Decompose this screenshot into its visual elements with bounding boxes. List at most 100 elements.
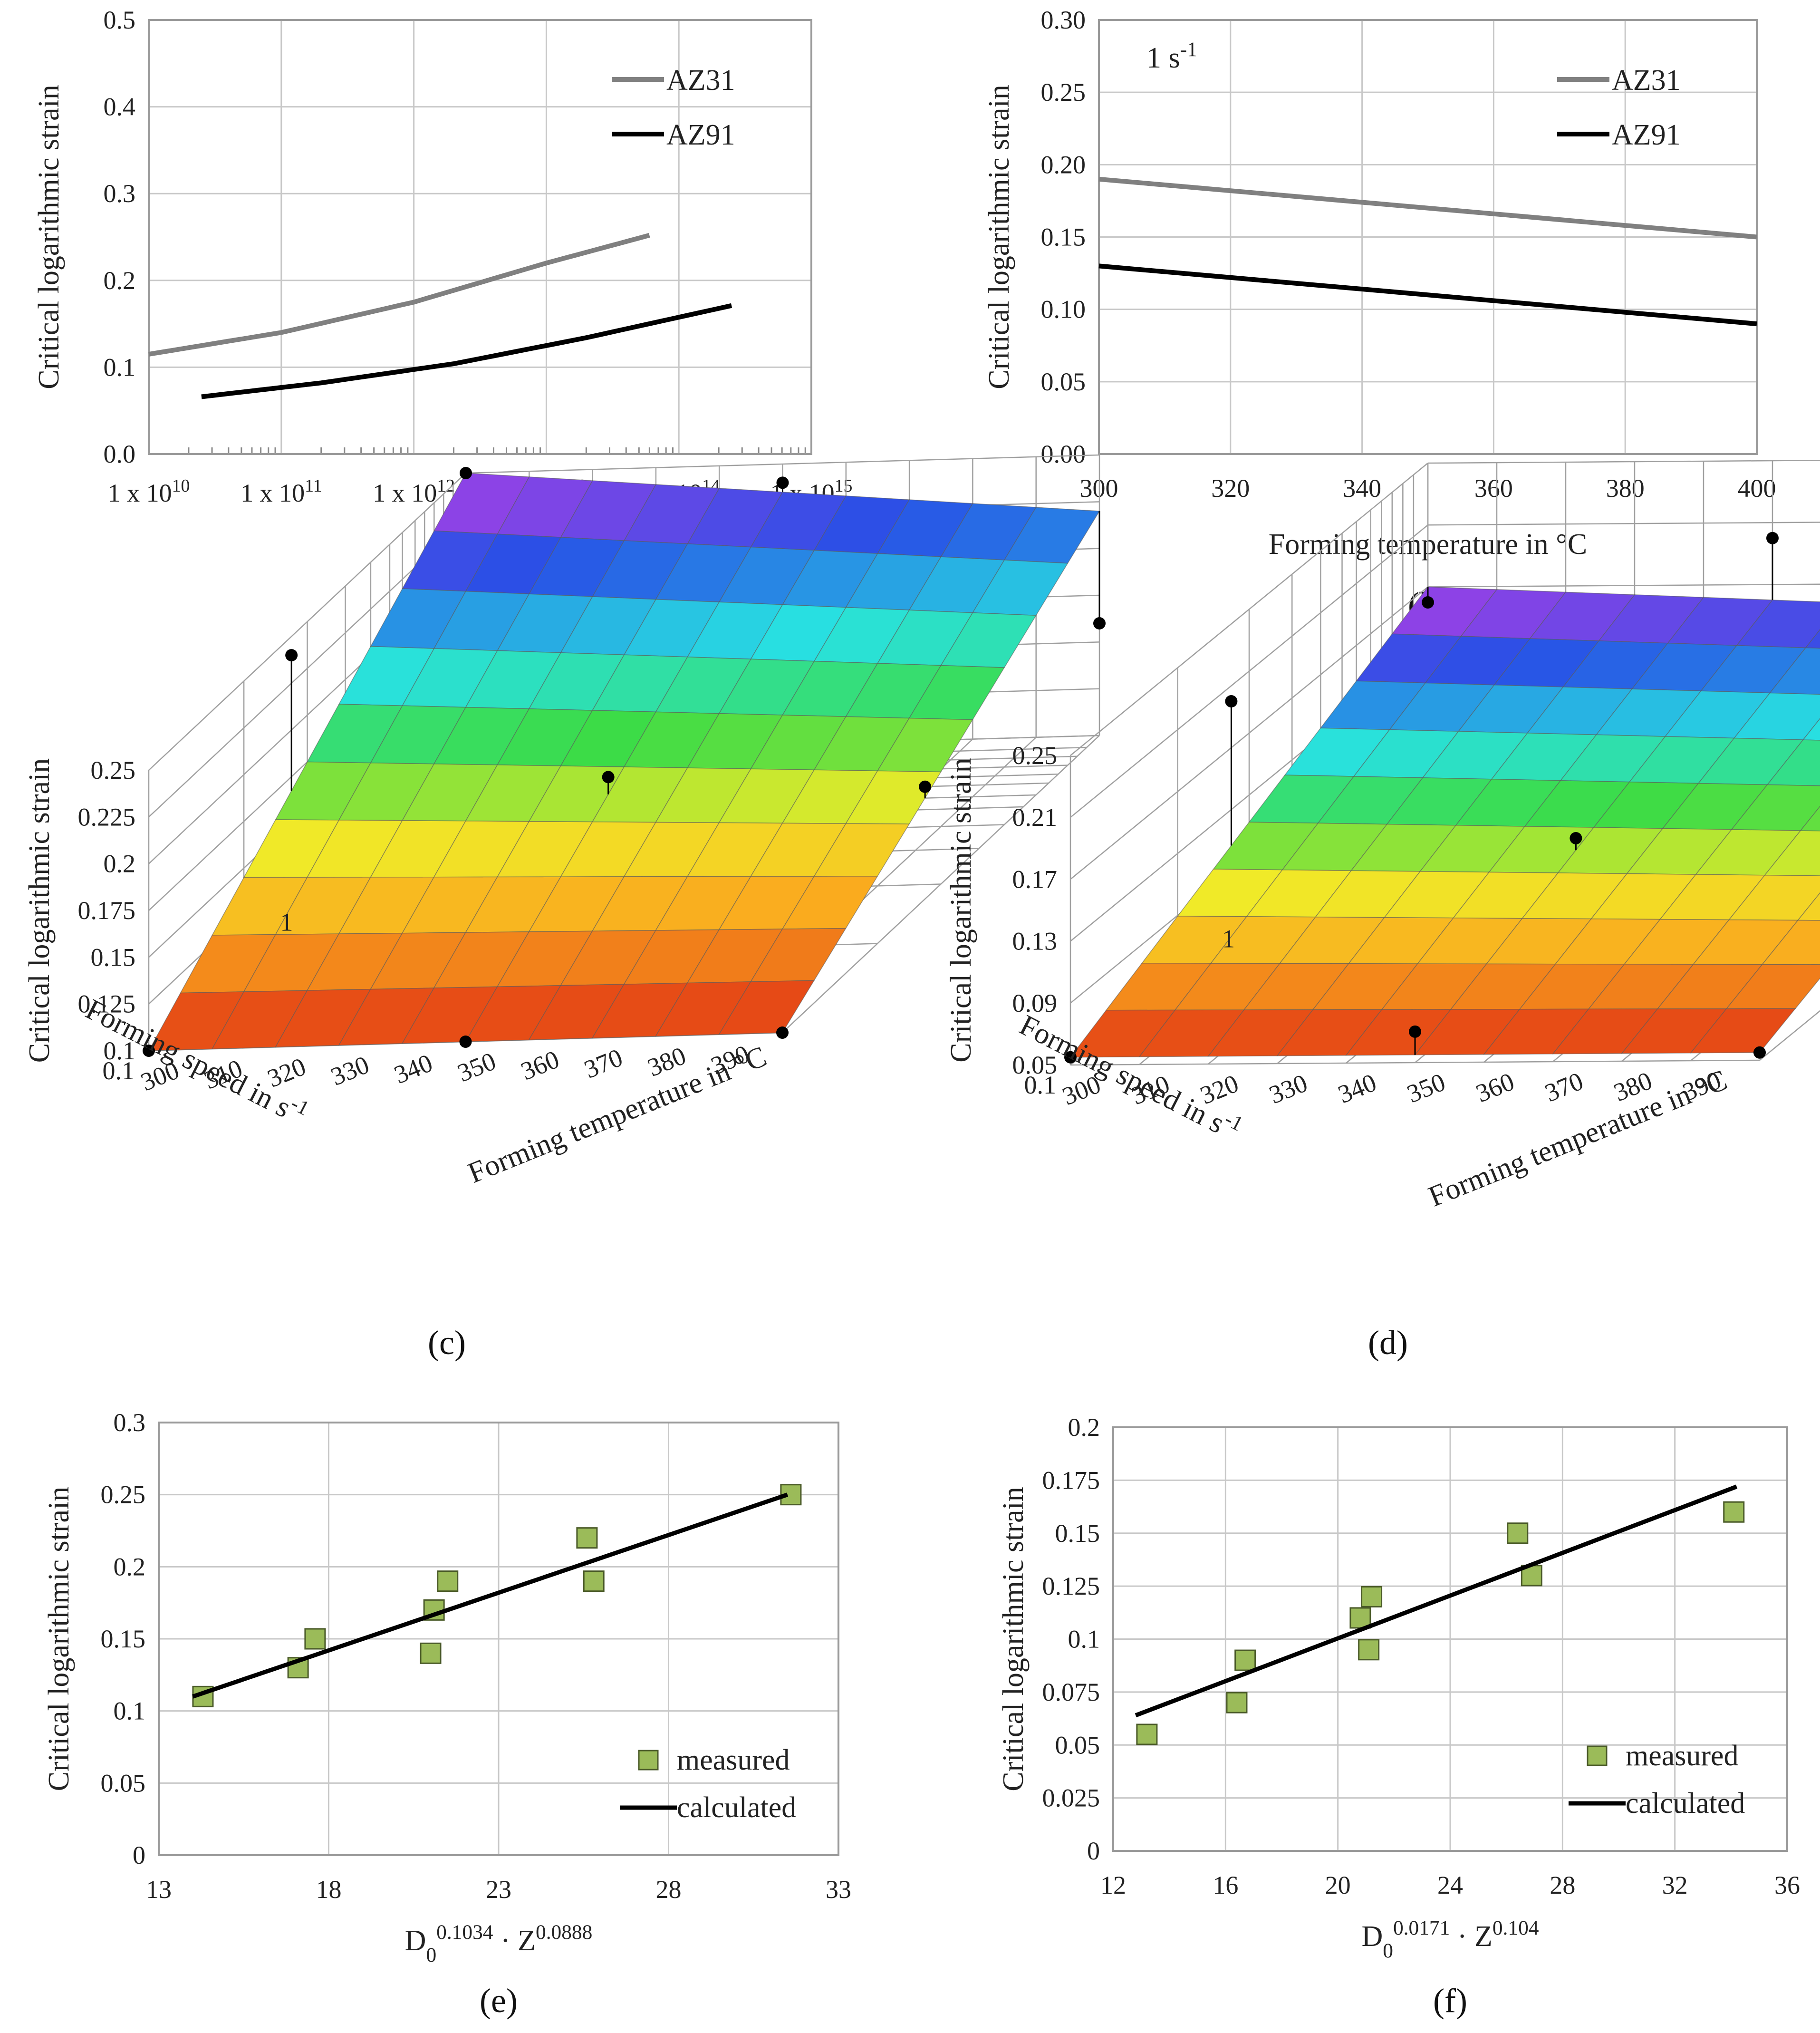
- y-tick-label: 0.1: [1068, 1625, 1100, 1654]
- data-point-measured: [1226, 1692, 1248, 1714]
- surface-cell: [718, 980, 815, 1035]
- x-tick-label: 360: [1474, 474, 1513, 503]
- y-tick-label: 0: [133, 1841, 145, 1869]
- y-tick-label: 0.075: [1042, 1678, 1100, 1706]
- speed-tick-label: 1: [1222, 925, 1235, 953]
- panel-label-e: (e): [480, 1982, 518, 2020]
- y-tick-label: 0.025: [1042, 1784, 1100, 1812]
- surface-cell: [1802, 718, 1820, 741]
- z-tick-label: 0.17: [1012, 865, 1058, 893]
- surface-cell: [1690, 1008, 1796, 1054]
- legend: measured calculated: [1569, 1740, 1745, 1820]
- x-tick-label: 1 x 1010: [108, 476, 190, 507]
- series-line-az91: [201, 303, 732, 399]
- z-tick-label: 0.2: [104, 850, 136, 878]
- x-tick-label: 12: [1100, 1871, 1126, 1899]
- y-tick-label: 0.175: [1042, 1466, 1100, 1494]
- series-line-az31: [1098, 176, 1757, 240]
- data-point-measured: [583, 1570, 605, 1592]
- data-point-measured: [576, 1527, 598, 1549]
- annotation-text: 1 s-1: [1146, 38, 1197, 74]
- plot-frame: [158, 1422, 839, 1856]
- panel-label-d: (d): [1368, 1324, 1408, 1362]
- data-point-measured: [304, 1628, 326, 1650]
- legend: AZ31 AZ91: [1557, 64, 1681, 151]
- data-point: [1093, 617, 1106, 629]
- legend-label-az31: AZ31: [1612, 64, 1681, 97]
- x-tick-label: 23: [486, 1875, 511, 1904]
- y-tick-label: 0.125: [1042, 1572, 1100, 1600]
- legend-label-measured: measured: [677, 1744, 790, 1776]
- x-tick-label: 28: [656, 1875, 682, 1904]
- x-tick-label: 340: [1343, 474, 1381, 503]
- y-tick-label: 0.4: [104, 93, 136, 121]
- data-point: [1064, 1051, 1077, 1064]
- legend-label-az91: AZ91: [1612, 119, 1681, 151]
- temp-tick-label: 370: [1541, 1066, 1587, 1107]
- y-tick-label: 0.0: [104, 440, 136, 468]
- y-tick-label: 0.05: [1055, 1731, 1100, 1759]
- y-axis-label: Critical logarithmic strain: [33, 85, 65, 389]
- data-point: [459, 1036, 472, 1048]
- x-tick-label: 1 x 1011: [241, 476, 322, 507]
- legend-swatch-measured: [638, 1750, 659, 1771]
- z-tick-label: 0.25: [91, 756, 136, 784]
- data-point-measured: [437, 1570, 459, 1592]
- temp-tick-label: 370: [580, 1043, 627, 1084]
- z-tick-label: 0.15: [91, 943, 136, 971]
- y-tick-label: 0.10: [1041, 295, 1086, 324]
- y-tick-label: 0.30: [1041, 6, 1086, 34]
- y-axis-label: Critical logarithmic strain: [983, 85, 1015, 389]
- z-tick-label: 0.13: [1012, 927, 1058, 956]
- back-wall-grid-line: [1427, 522, 1820, 526]
- temp-tick-label: 340: [390, 1048, 437, 1089]
- y-tick-label: 0.20: [1041, 150, 1086, 179]
- x-axis-label: D00.0171 · Z0.104: [1362, 1917, 1539, 1962]
- plot-frame: [148, 19, 812, 455]
- back-wall-grid-line: [1427, 583, 1820, 588]
- legend-label-calculated: calculated: [1626, 1787, 1745, 1820]
- data-point-measured: [1358, 1639, 1380, 1661]
- data-point-measured: [1361, 1586, 1383, 1607]
- series-line-calculated: [1135, 1484, 1738, 1718]
- legend-label-calculated: calculated: [677, 1791, 796, 1824]
- data-point: [1753, 1046, 1766, 1059]
- data-point-measured: [1136, 1723, 1158, 1745]
- x-tick-label: 28: [1550, 1871, 1575, 1899]
- y-axis-label: Critical logarithmic strain: [43, 1487, 75, 1791]
- legend-label-az31: AZ31: [666, 64, 735, 97]
- legend-swatch-measured: [1587, 1745, 1608, 1766]
- y-tick-label: 0.3: [104, 179, 136, 208]
- surface-cell: [1797, 892, 1820, 921]
- floor-grid-line: [1070, 1059, 1760, 1066]
- y-tick-label: 0.25: [1041, 78, 1086, 106]
- data-point: [602, 771, 615, 784]
- z-axis-label: Critical logarithmic strain: [945, 758, 977, 1063]
- floor-grid-line: [1759, 1010, 1820, 1061]
- z-tick-label: 0.1: [104, 1036, 136, 1065]
- back-wall-grid-line: [1427, 460, 1820, 464]
- x-tick-label: 13: [146, 1875, 172, 1904]
- data-point: [143, 1045, 155, 1057]
- z-axis-label: Critical logarithmic strain: [23, 758, 56, 1063]
- data-point: [1225, 695, 1238, 707]
- x-tick-label: 18: [316, 1875, 342, 1904]
- data-point-measured: [1723, 1501, 1745, 1523]
- y-axis-label: Critical logarithmic strain: [997, 1487, 1030, 1791]
- speed-tick-label: 1: [280, 908, 293, 937]
- series-line-az91: [1098, 263, 1757, 327]
- y-tick-label: 0.1: [114, 1697, 146, 1725]
- y-tick-label: 0.2: [1068, 1413, 1100, 1442]
- z-tick-label: 0.175: [78, 896, 136, 925]
- y-tick-label: 0.1: [104, 353, 136, 381]
- series-line-az31: [148, 232, 650, 357]
- data-point-measured: [1234, 1649, 1256, 1671]
- legend-label-measured: measured: [1626, 1740, 1739, 1772]
- speed-tick-label: 0.1: [1024, 1071, 1057, 1099]
- z-tick-label: 0.21: [1012, 803, 1058, 832]
- data-point: [1570, 832, 1582, 844]
